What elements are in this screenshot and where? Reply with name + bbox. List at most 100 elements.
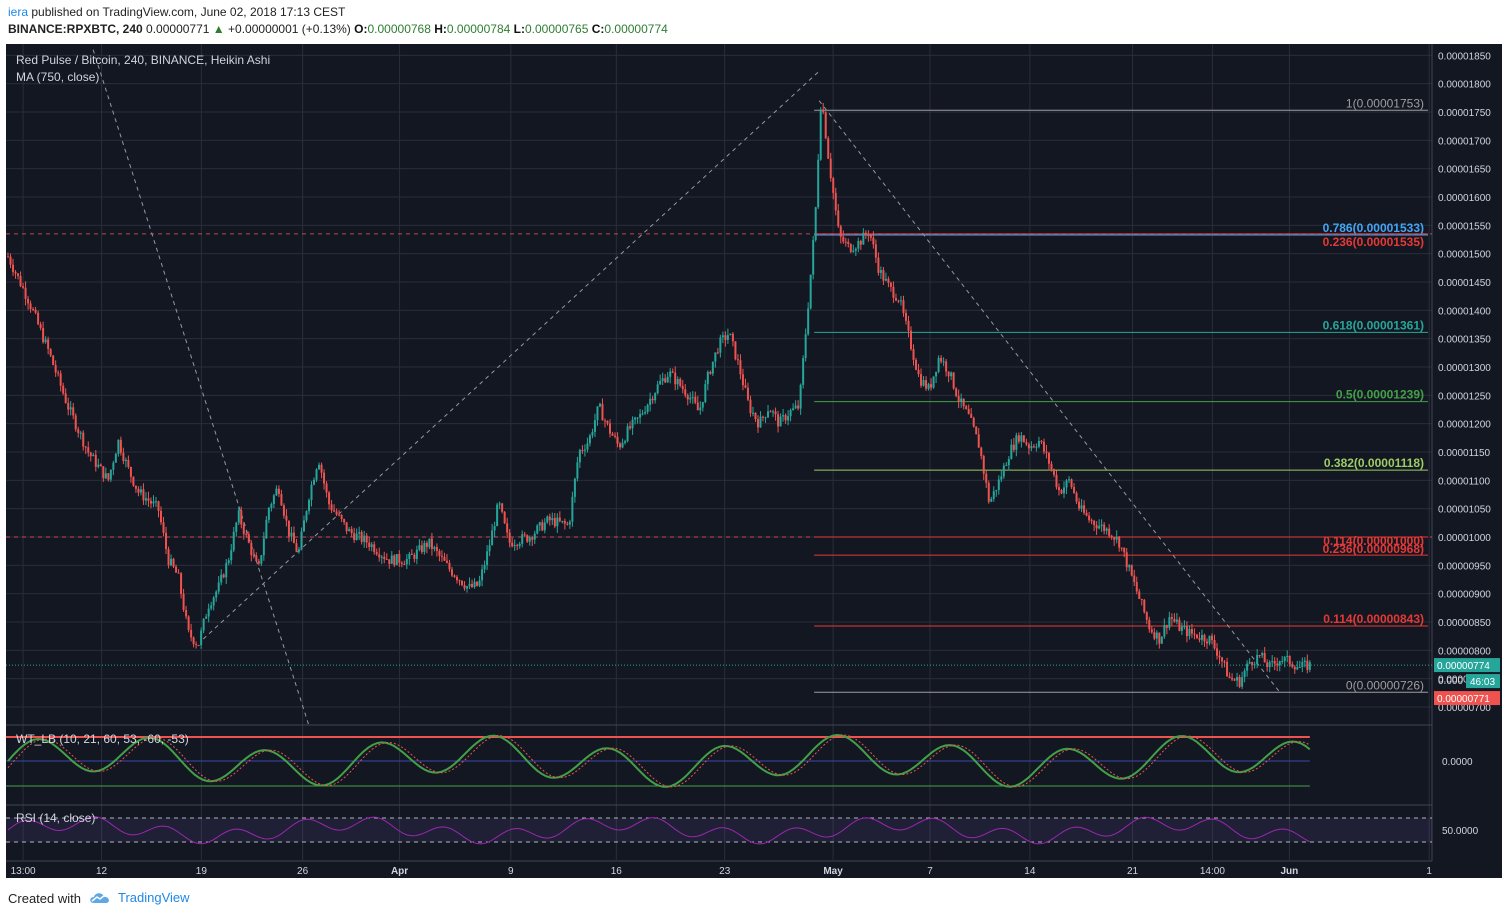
candle-body <box>187 616 190 630</box>
candle-body <box>621 442 624 448</box>
candle-body <box>987 482 990 502</box>
candle-body <box>247 534 250 543</box>
x-tick-label: 12 <box>96 866 108 877</box>
candle-body <box>162 522 165 533</box>
author-link[interactable]: iera <box>8 5 29 19</box>
candle-body <box>22 286 25 288</box>
candle-body <box>729 333 732 336</box>
candle-body <box>144 498 147 501</box>
candle-body <box>1118 537 1121 548</box>
y-tick-label: 0.00000700 <box>1438 703 1491 714</box>
candle-body <box>1085 512 1088 516</box>
candle-body <box>1025 442 1028 445</box>
candle-body <box>1195 634 1198 639</box>
y-tick-label: 0.00001350 <box>1438 335 1491 346</box>
candle-body <box>368 542 371 547</box>
candle-body <box>275 488 278 496</box>
candle-body <box>393 555 396 566</box>
candle-body <box>458 580 461 582</box>
candle-body <box>1263 653 1266 663</box>
candle-body <box>9 256 12 265</box>
candle-body <box>862 232 865 245</box>
candle-body <box>907 320 910 331</box>
candle-body <box>200 630 203 646</box>
candle-body <box>1163 625 1166 637</box>
x-tick-label: 23 <box>719 866 731 877</box>
candle-body <box>784 415 787 421</box>
candle-body <box>385 558 388 560</box>
candle-body <box>779 416 782 427</box>
candle-body <box>132 476 135 486</box>
candle-body <box>358 532 361 534</box>
candle-body <box>802 358 805 385</box>
candle-body <box>1173 618 1176 622</box>
candle-body <box>624 441 627 443</box>
candle-body <box>1042 441 1045 452</box>
candle-body <box>661 378 664 381</box>
candle-body <box>476 581 479 586</box>
candle-body <box>609 423 612 434</box>
candle-body <box>270 504 273 508</box>
candle-body <box>235 522 238 532</box>
candle-body <box>1183 626 1186 628</box>
wt-line-1 <box>7 733 1311 788</box>
candle-body <box>1088 515 1091 521</box>
candle-body <box>405 558 408 565</box>
publish-line: iera published on TradingView.com, June … <box>8 5 345 19</box>
candle-body <box>64 393 67 403</box>
candle-body <box>985 473 988 483</box>
candle-body <box>1286 655 1289 658</box>
candle-body <box>1165 625 1168 628</box>
fib-level-label: 0.114(0.00000843) <box>1323 612 1424 626</box>
candle-body <box>583 449 586 451</box>
candle-body <box>1040 440 1043 442</box>
candle-body <box>536 525 539 534</box>
candle-body <box>99 464 102 467</box>
candle-body <box>1281 661 1284 663</box>
candle-body <box>651 398 654 401</box>
candle-body <box>1288 655 1291 665</box>
created-with: Created with <box>8 891 81 906</box>
chart-area[interactable]: 0.00001850 0.00001800 0.00001750 0.00001700… <box>6 44 1502 878</box>
candle-body <box>1213 640 1216 649</box>
candle-body <box>1103 524 1106 531</box>
candle-body <box>1073 487 1076 493</box>
candle-body <box>694 396 697 403</box>
candle-body <box>1125 552 1128 568</box>
candle-body <box>425 542 428 547</box>
y-tick-label: 0.00001050 <box>1438 505 1491 516</box>
candle-body <box>177 572 180 574</box>
y-tick-label: 0.00000800 <box>1438 646 1491 657</box>
candle-body <box>902 300 905 313</box>
candle-body <box>433 547 436 549</box>
rsi-line <box>7 816 1311 845</box>
candle-body <box>1138 591 1141 599</box>
open-label: O: <box>354 22 368 36</box>
fib-level-label: 0.786(0.00001533) <box>1323 221 1424 235</box>
candle-body <box>935 371 938 377</box>
candle-body <box>142 489 145 501</box>
candle-body <box>1276 663 1279 666</box>
candle-body <box>57 372 60 374</box>
candle-body <box>1306 660 1309 670</box>
candle-body <box>601 403 604 421</box>
candle-body <box>734 341 737 360</box>
candle-body <box>1193 633 1196 635</box>
candle-body <box>245 534 248 536</box>
candle-body <box>122 452 125 462</box>
candle-body <box>751 412 754 414</box>
candle-body <box>232 531 235 551</box>
candle-body <box>410 553 413 556</box>
price-chart[interactable]: 0.00001850 0.00001800 0.00001750 0.00001700… <box>6 44 1502 878</box>
candle-body <box>292 532 295 544</box>
candle-body <box>844 241 847 243</box>
tradingview-brand[interactable]: TradingView <box>88 889 190 905</box>
candle-body <box>109 469 112 480</box>
candle-body <box>212 597 215 606</box>
candle-body <box>699 407 702 411</box>
x-tick-label: 14 <box>1024 866 1036 877</box>
y-tick-label: 0.00001450 <box>1438 278 1491 289</box>
candle-body <box>877 257 880 273</box>
close-price-badge-text: 0.00000774 <box>1437 661 1490 672</box>
candle-body <box>817 159 820 208</box>
